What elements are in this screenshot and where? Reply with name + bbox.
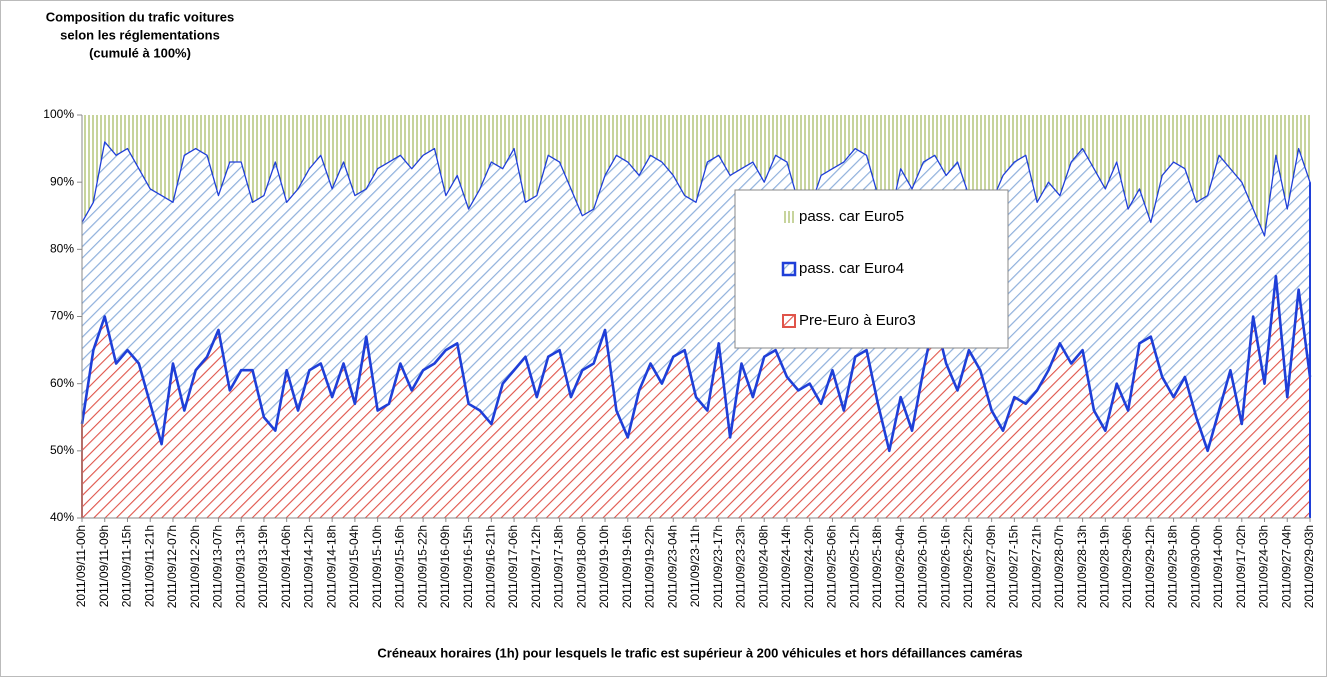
x-tick-label: 2011/09/29-06h	[1120, 525, 1134, 608]
x-tick-label: 2011/09/25-06h	[825, 525, 839, 608]
y-tick-label: 60%	[50, 376, 74, 390]
x-tick-label: 2011/09/24-03h	[1257, 525, 1271, 608]
x-tick-label: 2011/09/19-22h	[643, 525, 657, 608]
x-tick-label: 2011/09/14-12h	[302, 525, 316, 608]
y-tick-label: 40%	[50, 510, 74, 524]
x-tick-label: 2011/09/13-07h	[211, 525, 225, 608]
x-tick-label: 2011/09/13-13h	[233, 525, 247, 608]
x-tick-label: 2011/09/19-16h	[620, 525, 634, 608]
area-edge	[80, 274, 1312, 453]
x-tick-label: 2011/09/11-00h	[74, 525, 88, 607]
legend: pass. car Euro5 pass. car Euro4 Pre-Euro à…	[734, 189, 1009, 349]
legend-swatch	[783, 211, 795, 223]
x-tick-label: 2011/09/24-14h	[779, 525, 793, 608]
x-tick-label: 2011/09/27-21h	[1029, 525, 1043, 608]
x-tick-label: 2011/09/14-00h	[1211, 525, 1225, 608]
x-tick-label: 2011/09/26-10h	[916, 525, 930, 608]
area	[82, 115, 1310, 236]
x-tick-label: 2011/09/15-16h	[393, 525, 407, 608]
legend-swatch	[782, 314, 796, 328]
x-tick-label: 2011/09/18-00h	[574, 525, 588, 608]
legend-label: Pre-Euro à Euro3	[799, 312, 916, 329]
x-tick-label: 2011/09/16-15h	[461, 525, 475, 608]
x-tick-label: 2011/09/24-08h	[756, 525, 770, 608]
x-tick-label: 2011/09/29-03h	[1302, 525, 1316, 608]
chart-title: selon les réglementations	[60, 27, 220, 42]
x-tick-label: 2011/09/15-04h	[347, 525, 361, 608]
x-tick-label: 2011/09/28-07h	[1052, 525, 1066, 608]
y-tick-label: 90%	[50, 174, 74, 188]
x-tick-label: 2011/09/14-06h	[279, 525, 293, 608]
x-tick-label: 2011/09/23-04h	[665, 525, 679, 608]
x-tick-label: 2011/09/29-12h	[1143, 525, 1157, 608]
x-tick-label: 2011/09/11-21h	[142, 525, 156, 607]
x-tick-label: 2011/09/29-18h	[1166, 525, 1180, 608]
x-tick-label: 2011/09/27-04h	[1279, 525, 1293, 608]
x-tick-label: 2011/09/15-22h	[415, 525, 429, 608]
x-tick-label: 2011/09/28-19h	[1098, 525, 1112, 608]
chart-title: Composition du trafic voitures	[46, 9, 235, 24]
x-tick-label: 2011/09/25-12h	[847, 525, 861, 608]
x-tick-label: 2011/09/26-16h	[938, 525, 952, 608]
x-tick-label: 2011/09/16-09h	[438, 525, 452, 608]
x-tick-label: 2011/09/25-18h	[870, 525, 884, 608]
x-tick-label: 2011/09/15-10h	[370, 525, 384, 608]
x-tick-label: 2011/09/17-06h	[506, 525, 520, 608]
x-tick-label: 2011/09/30-00h	[1188, 525, 1202, 608]
x-tick-label: 2011/09/27-09h	[984, 525, 998, 608]
y-tick-label: 50%	[50, 443, 74, 457]
x-tick-label: 2011/09/16-21h	[484, 525, 498, 608]
y-tick-label: 70%	[50, 309, 74, 323]
x-tick-label: 2011/09/24-20h	[802, 525, 816, 608]
y-tick-label: 80%	[50, 242, 74, 256]
x-tick-label: 2011/09/11-15h	[120, 525, 134, 607]
x-tick-label: 2011/09/17-18h	[552, 525, 566, 608]
x-tick-label: 2011/09/27-15h	[1007, 525, 1021, 608]
x-tick-label: 2011/09/17-02h	[1234, 525, 1248, 608]
legend-label: pass. car Euro4	[799, 260, 904, 277]
x-tick-label: 2011/09/17-12h	[529, 525, 543, 608]
x-axis-title: Créneaux horaires (1h) pour lesquels le …	[377, 645, 1022, 660]
x-tick-label: 2011/09/11-09h	[97, 525, 111, 607]
x-tick-label: 2011/09/28-13h	[1075, 525, 1089, 608]
legend-box	[734, 189, 1009, 349]
x-tick-label: 2011/09/23-17h	[711, 525, 725, 608]
x-tick-label: 2011/09/23-11h	[688, 525, 702, 607]
chart-title: (cumulé à 100%)	[89, 45, 191, 60]
x-tick-label: 2011/09/26-04h	[893, 525, 907, 608]
x-tick-label: 2011/09/14-18h	[324, 525, 338, 608]
x-tick-label: 2011/09/13-19h	[256, 525, 270, 608]
legend-label: pass. car Euro5	[799, 208, 904, 225]
area-edge	[81, 141, 1311, 237]
legend-swatch	[781, 261, 797, 277]
y-tick-label: 100%	[43, 107, 74, 121]
x-tick-label: 2011/09/12-20h	[188, 525, 202, 608]
x-tick-label: 2011/09/23-23h	[734, 525, 748, 608]
x-tick-label: 2011/09/19-10h	[597, 525, 611, 608]
x-tick-label: 2011/09/12-07h	[165, 525, 179, 608]
x-tick-label: 2011/09/26-22h	[961, 525, 975, 608]
